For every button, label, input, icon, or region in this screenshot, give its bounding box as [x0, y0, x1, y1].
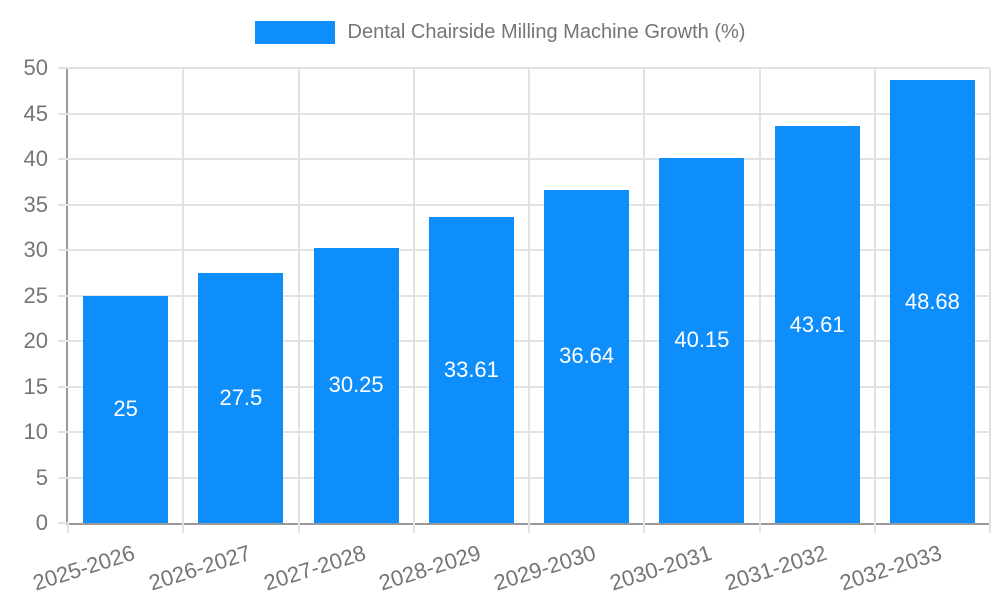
y-tick-label: 30	[23, 237, 48, 262]
y-tick-label: 0	[35, 510, 48, 535]
x-gridline-6	[758, 68, 761, 523]
x-tick-mark-8	[989, 523, 991, 533]
x-tick-label: 2030-2031	[606, 540, 715, 596]
y-tick-label: 40	[23, 146, 48, 171]
bar-value-label: 25	[113, 396, 138, 422]
y-tick-mark-25	[58, 294, 68, 297]
y-tick-mark-45	[58, 112, 68, 115]
bar-2032-2033[interactable]: 48.68	[889, 80, 975, 523]
y-tick-label: 50	[23, 55, 48, 80]
x-tick-mark-3	[412, 523, 415, 533]
x-tick-label: 2029-2030	[491, 540, 600, 596]
x-gridline-2	[297, 68, 300, 523]
y-tick-label: 10	[23, 419, 48, 444]
y-tick-mark-35	[58, 203, 68, 206]
bar-2031-2032[interactable]: 43.61	[774, 126, 860, 523]
x-tick-label: 2025-2026	[30, 540, 139, 596]
x-tick-mark-5	[643, 523, 646, 533]
plot-area: 25 27.5 30.25 33.61 36.64 40.15 43.61 48.68	[68, 67, 991, 523]
x-gridline-1	[182, 68, 185, 523]
x-gridline-4	[528, 68, 530, 523]
bar-value-label: 48.68	[904, 288, 960, 314]
y-tick-mark-5	[58, 476, 68, 479]
y-tick-label: 15	[23, 373, 48, 399]
y-tick-label: 35	[23, 191, 48, 217]
x-tick-mark-4	[528, 523, 530, 533]
y-axis-line	[66, 68, 68, 525]
bar-value-label: 27.5	[219, 384, 263, 410]
bar-2028-2029[interactable]: 33.61	[428, 217, 514, 523]
legend-swatch	[254, 20, 335, 44]
x-tick-mark-7	[873, 523, 876, 533]
bar-2025-2026[interactable]: 25	[83, 295, 169, 523]
bar-2027-2028[interactable]: 30.25	[313, 247, 399, 523]
y-tick-mark-40	[58, 158, 68, 160]
bar-2029-2030[interactable]: 36.64	[544, 189, 630, 523]
x-tick-mark-0	[67, 523, 69, 533]
x-tick-mark-6	[758, 523, 761, 533]
y-tick-label: 25	[23, 282, 48, 308]
legend-label: Dental Chairside Milling Machine Growth …	[347, 21, 746, 43]
y-tick-label: 5	[35, 464, 48, 490]
bar-2026-2027[interactable]: 27.5	[198, 272, 284, 523]
x-tick-mark-1	[182, 523, 185, 533]
y-tick-mark-10	[58, 431, 68, 433]
bar-value-label: 43.61	[789, 311, 845, 337]
bar-value-label: 36.64	[559, 343, 615, 369]
bar-value-label: 40.15	[674, 327, 730, 353]
y-tick-label: 20	[23, 328, 48, 353]
x-tick-label: 2028-2029	[376, 540, 484, 596]
bar-value-label: 30.25	[328, 372, 384, 398]
y-tick-label: 45	[23, 100, 48, 126]
y-tick-mark-50	[58, 67, 68, 69]
y-tick-mark-15	[58, 385, 68, 388]
legend-item[interactable]: Dental Chairside Milling Machine Growth …	[0, 19, 1000, 45]
x-tick-label: 2031-2032	[721, 540, 830, 596]
y-tick-mark-0	[58, 522, 68, 524]
x-tick-label: 2026-2027	[145, 540, 254, 596]
x-tick-label: 2032-2033	[837, 540, 945, 596]
bar-2030-2031[interactable]: 40.15	[659, 157, 745, 523]
x-gridline-8	[989, 68, 991, 523]
x-gridline-3	[412, 68, 415, 523]
bar-value-label: 33.61	[443, 357, 499, 383]
y-tick-mark-30	[58, 249, 68, 251]
x-tick-label: 2027-2028	[260, 540, 369, 596]
x-tick-mark-2	[297, 523, 300, 533]
x-gridline-7	[873, 68, 876, 523]
x-gridline-5	[643, 68, 646, 523]
y-tick-mark-20	[58, 340, 68, 342]
